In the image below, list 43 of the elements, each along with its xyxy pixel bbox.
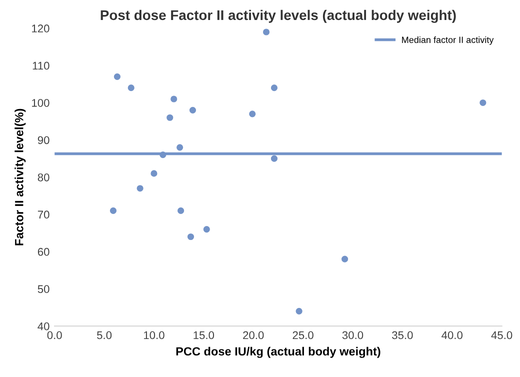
point xyxy=(166,114,174,121)
y-tick-label: 120 xyxy=(32,24,50,32)
x-tick-label: 45.0 xyxy=(491,331,512,340)
point xyxy=(480,99,486,106)
point xyxy=(170,96,178,102)
point xyxy=(262,28,270,36)
point xyxy=(341,256,348,262)
point xyxy=(114,73,120,80)
point xyxy=(128,84,134,92)
point xyxy=(176,144,184,151)
point xyxy=(178,207,184,214)
point xyxy=(160,152,166,158)
x-tick-label: 5.0 xyxy=(97,331,112,340)
x-tick-label: 20.0 xyxy=(243,331,264,340)
point xyxy=(150,170,158,177)
y-tick-label: 80 xyxy=(38,173,50,182)
x-tick-label: 30.0 xyxy=(342,331,364,340)
x-axis-title: PCC dose IU/kg (actual body weight) xyxy=(176,346,380,358)
point xyxy=(296,308,302,315)
point xyxy=(270,155,278,162)
x-tick-label: 10.0 xyxy=(144,331,164,340)
chart-title: Post dose Factor II activity levels (actual body weight) xyxy=(100,10,456,23)
point xyxy=(189,106,196,114)
point xyxy=(136,185,144,192)
y-axis-title: Factor II activity level(%) xyxy=(14,108,26,246)
point xyxy=(203,226,210,233)
y-tick-label: 110 xyxy=(32,62,50,70)
y-tick-label: 50 xyxy=(38,285,50,294)
y-tick-label: 40 xyxy=(38,322,50,330)
point xyxy=(249,110,256,118)
point xyxy=(187,233,194,240)
x-tick-label: 0.0 xyxy=(47,331,62,340)
x-tick-label: 35.0 xyxy=(392,331,413,340)
point xyxy=(110,207,117,214)
point xyxy=(270,84,278,92)
legend-label: Median factor II activity xyxy=(402,36,494,45)
y-tick-label: 70 xyxy=(38,210,50,219)
x-tick-label: 15.0 xyxy=(194,331,214,340)
y-tick-label: 60 xyxy=(38,248,50,256)
y-tick-label: 90 xyxy=(38,136,50,144)
x-tick-label: 40.0 xyxy=(442,331,462,340)
x-tick-label: 25.0 xyxy=(292,331,314,340)
y-tick-label: 100 xyxy=(32,99,50,107)
